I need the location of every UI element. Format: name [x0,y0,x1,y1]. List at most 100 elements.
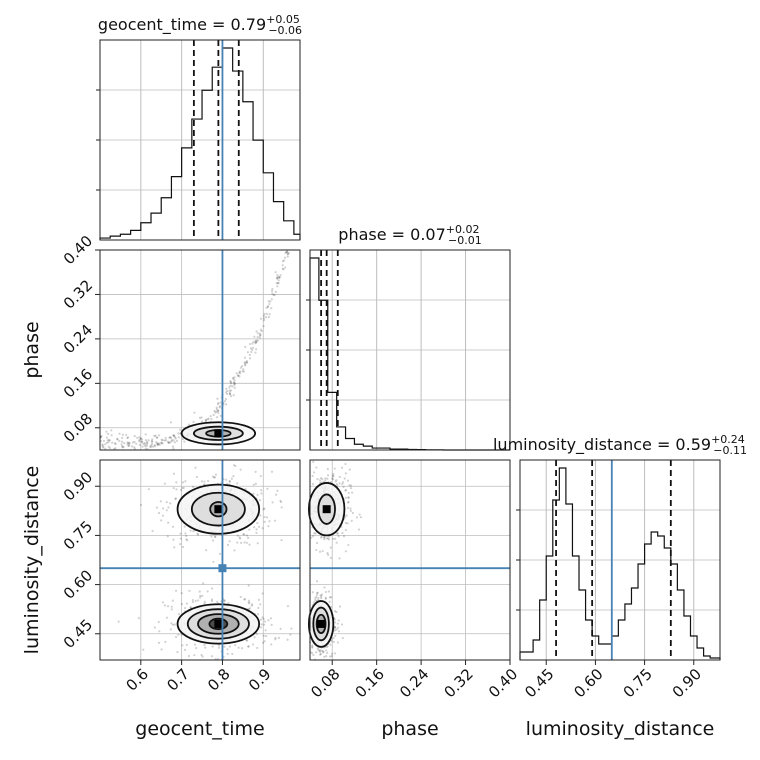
scatter-point [242,533,246,536]
scatter-point [344,462,347,466]
scatter-point [150,440,153,443]
scatter-point [329,596,333,599]
scatter-point [138,439,141,442]
scatter-point [167,506,170,509]
scatter-point [322,535,326,539]
scatter-point [319,476,323,480]
scatter-point [150,444,153,447]
scatter-point [214,473,218,476]
scatter-point [277,275,281,279]
scatter-point [335,610,338,614]
scatter-point [324,477,327,480]
scatter-point [131,441,135,444]
contour-line [307,482,346,537]
phase-x-tick-label: 0.16 [352,665,388,701]
scatter-point [210,599,214,603]
scatter-point [261,527,264,530]
scatter-point [206,590,209,593]
scatter-point [193,643,197,646]
scatter-point [251,342,254,345]
scatter-point [133,446,136,449]
scatter-point [178,613,181,616]
scatter-point [181,481,185,484]
scatter-point [229,384,232,387]
scatter-point [286,255,289,258]
scatter-point [327,537,330,540]
contour-line [186,608,250,640]
scatter-point [273,519,277,522]
luminosity_distance-x-tick-label: 0.90 [669,665,705,701]
scatter-point [326,552,329,555]
scatter-point [213,476,216,479]
scatter-point [348,468,351,471]
scatter-point [333,626,337,630]
scatter-point [338,482,341,485]
scatter-point [239,537,242,540]
scatter-point [237,374,240,377]
scatter-point [102,445,105,448]
phase-y-tick-label: 0.32 [60,276,96,312]
contour-line [312,606,330,642]
scatter-point [172,434,175,437]
scatter-point [231,652,234,655]
scatter-point [150,442,154,445]
scatter-point [126,436,129,440]
scatter-point [185,538,188,541]
scatter-point [329,556,333,559]
scatter-point [254,339,257,343]
scatter-point [209,415,212,418]
scatter-point [233,549,236,552]
scatter-point [251,603,254,606]
scatter-point [229,393,232,396]
truth-point [218,564,227,573]
scatter-point [333,618,336,621]
scatter-point [262,508,265,511]
scatter-point [270,298,273,301]
scatter-point [271,501,274,504]
scatter-point [226,543,230,546]
scatter-point [279,627,282,631]
scatter-point [256,339,259,342]
scatter-point [274,271,277,274]
scatter-point [140,440,143,443]
scatter-point [180,592,183,595]
scatter-point [259,474,262,478]
scatter-point [249,347,253,350]
scatter-point [189,606,192,609]
scatter-point [259,317,263,320]
scatter-point [259,328,263,331]
scatter-point [157,641,161,644]
contour-line [209,501,228,518]
scatter-point [204,419,207,422]
scatter-point [135,442,138,445]
scatter-point [312,653,315,657]
scatter-point [261,641,265,644]
scatter-point [245,639,249,642]
scatter-point [281,264,284,267]
scatter-point [316,478,319,481]
phase-y-tick-label: 0.40 [60,232,96,268]
scatter-point [145,443,148,446]
scatter-point [160,438,163,441]
scatter-point [145,440,149,443]
scatter-point [263,515,266,519]
scatter-point [228,480,231,483]
phase-histogram [309,257,510,451]
scatter-point [268,313,271,316]
scatter-point [138,440,141,443]
phase-x-tick-label: 0.24 [396,665,432,701]
scatter-point [267,619,270,622]
scatter-point [253,335,256,338]
scatter-point [262,634,265,637]
scatter-point [214,411,217,414]
scatter-point [279,500,283,504]
scatter-point [257,598,261,601]
scatter-point [262,319,266,322]
geocent_time-x-tick-label: 0.6 [123,665,153,695]
scatter-point [207,417,210,420]
scatter-point [271,292,274,295]
scatter-point [279,499,282,502]
scatter-point [319,594,322,597]
phase-y-tick-label: 0.16 [60,365,96,401]
scatter-point [335,541,338,544]
